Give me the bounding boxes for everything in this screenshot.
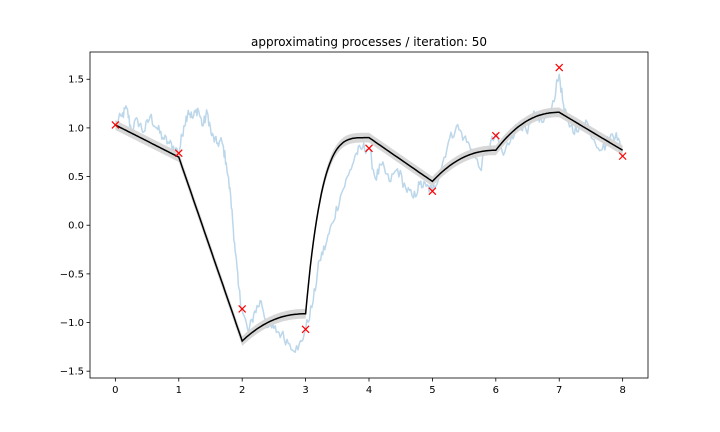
x-tick-label: 2: [239, 385, 245, 396]
observation-marker-stroke: [618, 152, 627, 161]
observation-marker-stroke: [555, 63, 564, 72]
x-tick-label: 6: [493, 385, 499, 396]
x-tick-label: 1: [176, 385, 182, 396]
observation-marker: [238, 304, 247, 313]
observation-marker: [428, 187, 437, 196]
plot-area: [111, 63, 627, 353]
y-tick-label: 0.5: [68, 172, 84, 183]
y-tick-label: −1.0: [60, 318, 84, 329]
observation-marker: [491, 131, 500, 140]
x-tick-label: 8: [619, 385, 625, 396]
approximation-line: [115, 111, 624, 343]
observation-marker-stroke: [301, 325, 310, 334]
observation-marker-stroke: [174, 149, 183, 158]
observation-marker-stroke: [428, 187, 437, 196]
observation-marker-stroke: [365, 144, 373, 153]
observation-marker: [111, 121, 120, 129]
y-tick-label: 0.0: [68, 221, 84, 232]
observation-marker: [618, 152, 627, 161]
x-tick-label: 7: [556, 385, 562, 396]
sample-path-line: [114, 73, 623, 353]
observation-marker: [174, 149, 183, 158]
y-tick-label: 1.5: [68, 75, 84, 86]
y-tick-label: −1.5: [60, 367, 84, 378]
observation-marker: [555, 63, 564, 72]
x-tick-label: 0: [112, 385, 118, 396]
chart-title: approximating processes / iteration: 50: [251, 35, 487, 49]
y-tick-label: −0.5: [60, 269, 84, 280]
y-tick-label: 1.0: [68, 123, 84, 134]
x-tick-label: 5: [429, 385, 435, 396]
observation-marker-stroke: [238, 304, 247, 313]
axes: 0 1 2 3 4 5 6 7 8 −1.5 −1.0 −0.5 0.0 0.5 1.0 1.5: [60, 51, 649, 396]
x-tick-label: 3: [302, 385, 308, 396]
x-tick-label: 4: [366, 385, 372, 396]
observation-marker: [301, 325, 310, 334]
observation-marker: [365, 144, 373, 153]
observation-marker-stroke: [491, 131, 500, 140]
observation-marker-stroke: [111, 121, 120, 129]
